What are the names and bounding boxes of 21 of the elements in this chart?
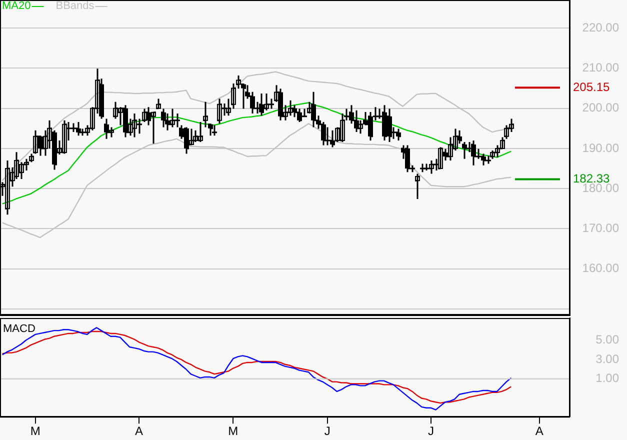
legend-label: MA20 bbox=[2, 0, 31, 12]
candlestick bbox=[415, 173, 420, 200]
y-tick-label: 3.00 bbox=[596, 352, 620, 366]
y-tick-label: 5.00 bbox=[596, 332, 620, 347]
y-tick-label: 190.00 bbox=[582, 140, 620, 155]
text: MACD bbox=[3, 323, 36, 336]
x-tick-label: M bbox=[30, 424, 40, 438]
y-tick-label: 1.00 bbox=[596, 371, 620, 386]
ref-line-label: 205.15 bbox=[573, 80, 610, 94]
x-tick-label: J bbox=[428, 424, 434, 438]
y-tick-label: 170.00 bbox=[582, 221, 620, 236]
y-tick-label: 210.00 bbox=[582, 60, 620, 75]
x-tick-label: A bbox=[535, 424, 544, 438]
y-tick-label: 220.00 bbox=[582, 20, 620, 34]
candlestick bbox=[156, 98, 161, 110]
legend-label: BBands bbox=[56, 0, 95, 12]
x-tick-label: J bbox=[324, 424, 330, 438]
x-tick-label: M bbox=[228, 424, 238, 438]
x-tick-label: A bbox=[134, 424, 143, 438]
y-tick-label: 160.00 bbox=[582, 261, 620, 276]
y-tick-label: 200.00 bbox=[582, 100, 620, 115]
